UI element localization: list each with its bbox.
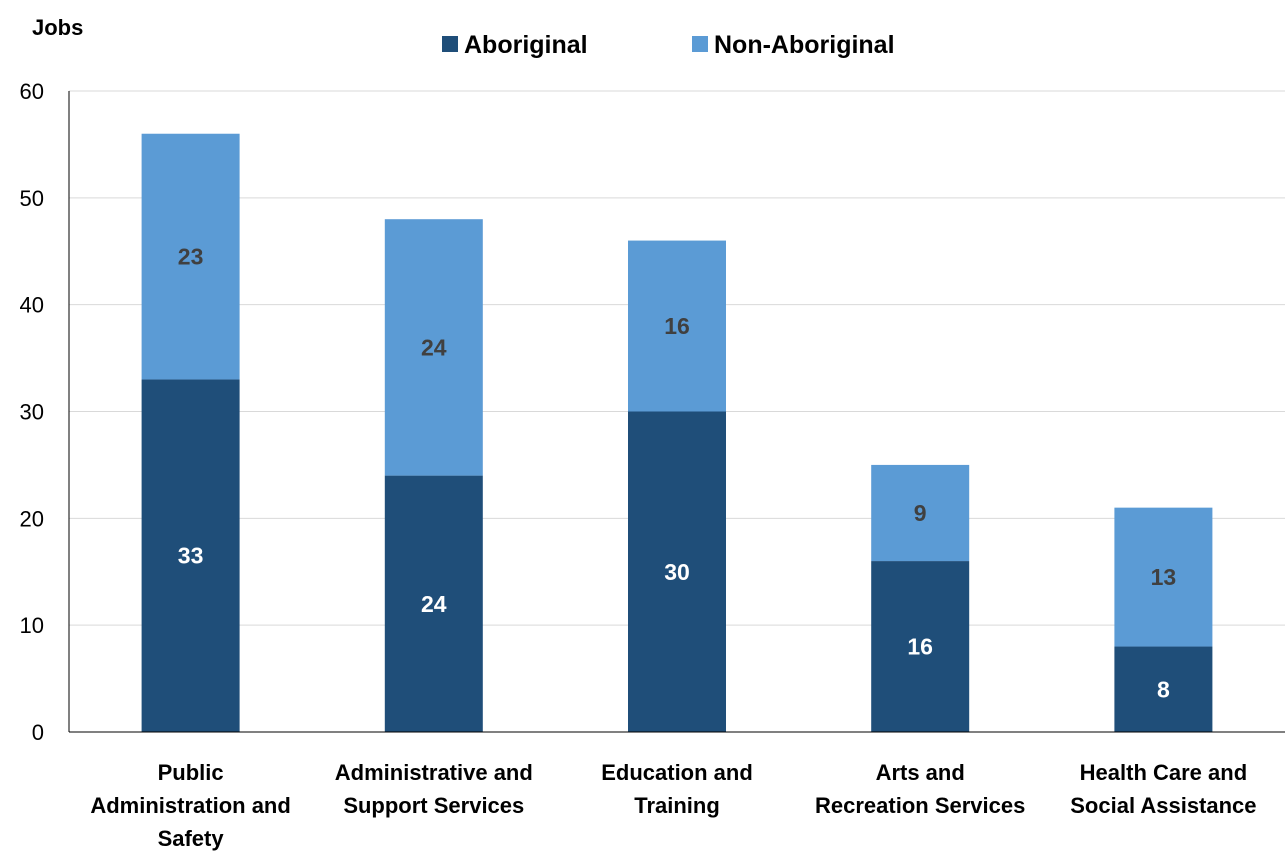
- y-tick-label: 50: [20, 186, 44, 211]
- x-tick-label: Arts and Recreation Services: [815, 760, 1025, 818]
- y-tick-label: 30: [20, 400, 44, 425]
- y-tick-label: 60: [20, 79, 44, 104]
- data-labels: 33 23 24 24 30 16 16 9 8 13: [178, 244, 1176, 703]
- x-tick-label: Health Care and Social Assistance: [1070, 760, 1256, 818]
- data-label: 30: [664, 559, 690, 585]
- data-label: 33: [178, 543, 204, 569]
- bar-aboriginal: [141, 379, 240, 732]
- legend-swatch-aboriginal: [442, 36, 458, 52]
- bar-aboriginal: [384, 475, 483, 732]
- x-axis-ticks: Public Administration and Safety Administra…: [90, 760, 1256, 851]
- y-tick-label: 20: [20, 506, 44, 531]
- legend: Aboriginal Non-Aboriginal: [442, 31, 895, 59]
- y-axis-ticks: 0 10 20 30 40 50 60: [20, 79, 44, 745]
- legend-label-aboriginal: Aboriginal: [464, 31, 588, 59]
- bars: [141, 133, 1213, 732]
- y-axis-label: Jobs: [32, 15, 83, 40]
- bar-non-aboriginal: [384, 219, 483, 476]
- data-label: 8: [1157, 676, 1170, 702]
- y-tick-label: 0: [32, 720, 44, 745]
- data-label: 23: [178, 244, 204, 270]
- x-tick-label: Administrative and Support Services: [335, 760, 533, 818]
- data-label: 13: [1151, 564, 1177, 590]
- y-tick-label: 10: [20, 613, 44, 638]
- legend-label-non-aboriginal: Non-Aboriginal: [714, 31, 895, 59]
- data-label: 16: [907, 634, 933, 660]
- bar-aboriginal: [1114, 646, 1213, 732]
- data-label: 9: [914, 500, 927, 526]
- bar-aboriginal: [871, 561, 970, 732]
- legend-swatch-non-aboriginal: [692, 36, 708, 52]
- x-tick-label: Public Administration and Safety: [90, 760, 290, 851]
- bar-non-aboriginal: [1114, 507, 1213, 647]
- data-label: 24: [421, 591, 447, 617]
- bar-non-aboriginal: [141, 133, 240, 380]
- y-tick-label: 40: [20, 293, 44, 318]
- bar-non-aboriginal: [871, 464, 970, 562]
- data-label: 16: [664, 313, 690, 339]
- data-label: 24: [421, 334, 447, 360]
- x-tick-label: Education and Training: [601, 760, 753, 818]
- bar-aboriginal: [628, 411, 726, 732]
- bar-non-aboriginal: [628, 240, 726, 412]
